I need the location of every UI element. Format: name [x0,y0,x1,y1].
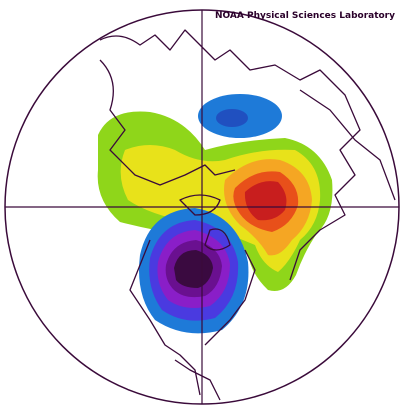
anomaly-shading [97,29,396,401]
anomaly-blue-top-core [216,109,248,127]
anomaly-dark [174,250,213,288]
graticule [4,9,400,405]
anomaly-red [244,181,287,221]
credit: NOAA Physical Sciences Laboratory [215,11,395,21]
